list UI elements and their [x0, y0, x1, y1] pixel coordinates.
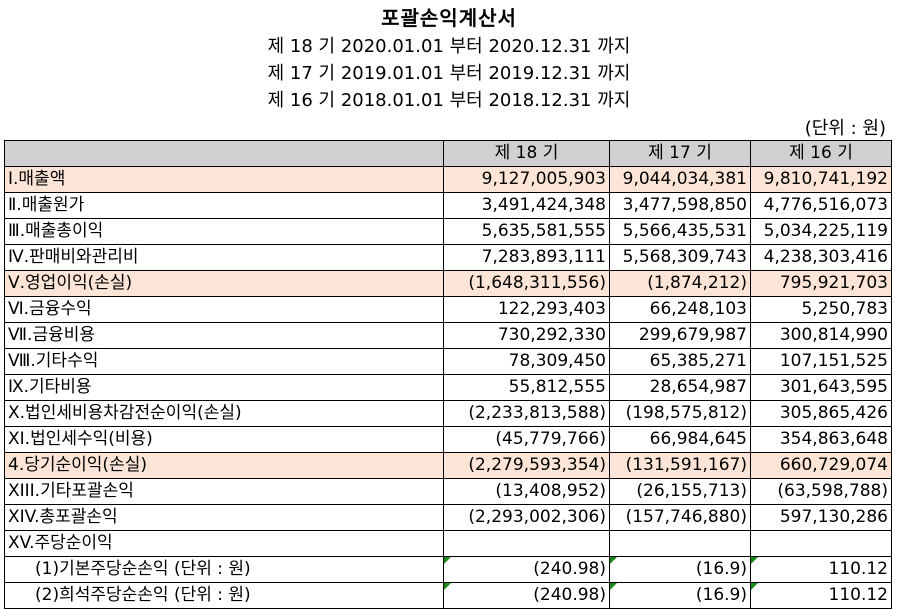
- value-cell: 305,865,426: [750, 400, 892, 427]
- value-cell: 660,729,074: [750, 452, 892, 479]
- row-label: (2)희석주당순손익 (단위 : 원): [4, 582, 444, 609]
- value-cell: [609, 530, 751, 557]
- table-row: XIII.기타포괄손익 (13,408,952) (26,155,713) (63,5…: [4, 478, 892, 505]
- table-row: Ⅲ.매출총이익 5,635,581,555 5,566,435,531 5,034,2…: [4, 218, 892, 245]
- table-row: Ⅹ.법인세비용차감전순이익(손실) (2,233,813,588) (198,575…: [4, 400, 892, 427]
- row-label: Ⅹ.법인세비용차감전순이익(손실): [4, 400, 444, 427]
- value-cell: 9,127,005,903: [443, 166, 610, 193]
- row-label: XIV.총포괄손익: [4, 504, 444, 531]
- value-cell: [443, 530, 610, 557]
- row-label: Ⅲ.매출총이익: [4, 218, 444, 245]
- row-label: XI.법인세수익(비용): [4, 426, 444, 453]
- table-row: Ⅰ.매출액 9,127,005,903 9,044,034,381 9,810,741…: [4, 166, 892, 193]
- value-cell: (45,779,766): [443, 426, 610, 453]
- income-statement-table: 제 18 기 제 17 기 제 16 기 Ⅰ.매출액 9,127,005,903 9…: [4, 140, 892, 609]
- value-cell: 5,568,309,743: [609, 244, 751, 271]
- value-cell: (2,233,813,588): [443, 400, 610, 427]
- period-line-18: 제 18 기 2020.01.01 부터 2020.12.31 까지: [267, 36, 631, 57]
- value-cell: 597,130,286: [750, 504, 892, 531]
- value-cell: (157,746,880): [609, 504, 751, 531]
- row-label: Ⅸ.기타비용: [4, 374, 444, 401]
- value-cell: (16.9): [609, 582, 751, 609]
- value-cell: 5,566,435,531: [609, 218, 751, 245]
- table-row: (2)희석주당순손익 (단위 : 원) (240.98) (16.9) 110.12: [4, 582, 892, 609]
- value-cell: (2,279,593,354): [443, 452, 610, 479]
- row-label: Ⅰ.매출액: [4, 166, 444, 193]
- value-cell: 65,385,271: [609, 348, 751, 375]
- value-cell: (63,598,788): [750, 478, 892, 505]
- value-cell: 354,863,648: [750, 426, 892, 453]
- value-cell: (131,591,167): [609, 452, 751, 479]
- row-label: 4.당기순이익(손실): [4, 452, 444, 479]
- value-cell: 55,812,555: [443, 374, 610, 401]
- value-cell: 795,921,703: [750, 270, 892, 297]
- value-cell: [750, 530, 892, 557]
- value-cell: 122,293,403: [443, 296, 610, 323]
- value-cell: 110.12: [750, 556, 892, 583]
- table-row: Ⅴ.영업이익(손실) (1,648,311,556) (1,874,212) 795,…: [4, 270, 892, 297]
- value-cell: 66,248,103: [609, 296, 751, 323]
- value-cell: 5,250,783: [750, 296, 892, 323]
- table-row: Ⅳ.판매비와관리비 7,283,893,111 5,568,309,743 4,238…: [4, 244, 892, 271]
- value-cell: 301,643,595: [750, 374, 892, 401]
- value-cell: 9,810,741,192: [750, 166, 892, 193]
- value-cell: 4,238,303,416: [750, 244, 892, 271]
- value-cell: 299,679,987: [609, 322, 751, 349]
- row-label: (1)기본주당순손익 (단위 : 원): [4, 556, 444, 583]
- table-row: XIV.총포괄손익 (2,293,002,306) (157,746,880) 597…: [4, 504, 892, 531]
- value-cell: (16.9): [609, 556, 751, 583]
- statement-title: 포괄손익계산서: [381, 6, 517, 30]
- table-row: Ⅵ.금융수익 122,293,403 66,248,103 5,250,783: [4, 296, 892, 323]
- value-cell: 110.12: [750, 582, 892, 609]
- table-row: 4.당기순이익(손실) (2,279,593,354) (131,591,167) 6…: [4, 452, 892, 479]
- value-cell: 78,309,450: [443, 348, 610, 375]
- row-label: Ⅴ.영업이익(손실): [4, 270, 444, 297]
- header-cell-17: 제 17 기: [609, 140, 751, 167]
- value-cell: (198,575,812): [609, 400, 751, 427]
- value-cell: (2,293,002,306): [443, 504, 610, 531]
- table-row: Ⅷ.기타수익 78,309,450 65,385,271 107,151,525: [4, 348, 892, 375]
- value-cell: 4,776,516,073: [750, 192, 892, 219]
- value-cell: 300,814,990: [750, 322, 892, 349]
- row-label: XIII.기타포괄손익: [4, 478, 444, 505]
- table-row: Ⅱ.매출원가 3,491,424,348 3,477,598,850 4,776,51…: [4, 192, 892, 219]
- value-cell: (26,155,713): [609, 478, 751, 505]
- row-label: XV.주당순이익: [4, 530, 444, 557]
- header-cell-label: [4, 140, 444, 167]
- value-cell: 3,477,598,850: [609, 192, 751, 219]
- value-cell: (13,408,952): [443, 478, 610, 505]
- table-row: (1)기본주당순손익 (단위 : 원) (240.98) (16.9) 110.12: [4, 556, 892, 583]
- value-cell: 9,044,034,381: [609, 166, 751, 193]
- value-cell: 730,292,330: [443, 322, 610, 349]
- table-row: XI.법인세수익(비용) (45,779,766) 66,984,645 354,86…: [4, 426, 892, 453]
- value-cell: 5,635,581,555: [443, 218, 610, 245]
- table-header-row: 제 18 기 제 17 기 제 16 기: [4, 140, 892, 167]
- row-label: Ⅱ.매출원가: [4, 192, 444, 219]
- value-cell: 3,491,424,348: [443, 192, 610, 219]
- value-cell: (1,874,212): [609, 270, 751, 297]
- value-cell: (1,648,311,556): [443, 270, 610, 297]
- value-cell: 7,283,893,111: [443, 244, 610, 271]
- value-cell: (240.98): [443, 556, 610, 583]
- unit-label: (단위 : 원): [804, 118, 886, 139]
- period-line-16: 제 16 기 2018.01.01 부터 2018.12.31 까지: [267, 90, 631, 111]
- row-label: Ⅵ.금융수익: [4, 296, 444, 323]
- row-label: Ⅳ.판매비와관리비: [4, 244, 444, 271]
- table-row: Ⅶ.금융비용 730,292,330 299,679,987 300,814,990: [4, 322, 892, 349]
- value-cell: 28,654,987: [609, 374, 751, 401]
- header-cell-18: 제 18 기: [443, 140, 610, 167]
- value-cell: 107,151,525: [750, 348, 892, 375]
- value-cell: (240.98): [443, 582, 610, 609]
- table-row: XV.주당순이익: [4, 530, 892, 557]
- header-cell-16: 제 16 기: [750, 140, 892, 167]
- value-cell: 66,984,645: [609, 426, 751, 453]
- row-label: Ⅶ.금융비용: [4, 322, 444, 349]
- table-row: Ⅸ.기타비용 55,812,555 28,654,987 301,643,595: [4, 374, 892, 401]
- row-label: Ⅷ.기타수익: [4, 348, 444, 375]
- period-line-17: 제 17 기 2019.01.01 부터 2019.12.31 까지: [267, 63, 631, 84]
- value-cell: 5,034,225,119: [750, 218, 892, 245]
